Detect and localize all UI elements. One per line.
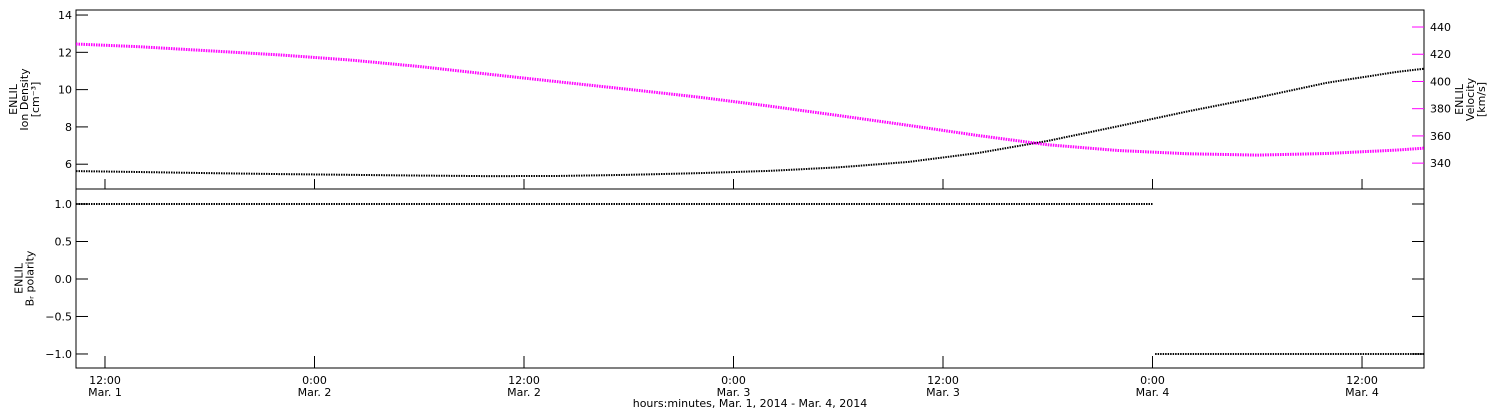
data-line: [75, 42, 1425, 157]
data-line: [75, 67, 1425, 178]
y-tick-label: 6: [65, 158, 72, 171]
x-tick-date: Mar. 1: [88, 386, 122, 399]
x-tick-label: 12:00: [1346, 374, 1378, 387]
y-tick-label: 10: [58, 84, 72, 97]
y-tick-label: −0.5: [45, 310, 72, 323]
y2-axis-title: Velocity: [1464, 77, 1477, 121]
x-tick-label: 0:00: [302, 374, 327, 387]
y2-tick-label: 420: [1430, 48, 1451, 61]
x-tick-label: 0:00: [721, 374, 746, 387]
y-tick-label: 1.0: [55, 198, 73, 211]
y2-axis-title: [km/s]: [1475, 82, 1488, 117]
x-tick-date: Mar. 3: [717, 386, 751, 399]
y-axis-title: ENLIL: [13, 262, 26, 294]
x-tick-label: 12:00: [89, 374, 121, 387]
x-tick-date: Mar. 2: [298, 386, 332, 399]
x-tick-date: Mar. 3: [926, 386, 960, 399]
y2-tick-label: 400: [1430, 75, 1451, 88]
x-tick-date: Mar. 2: [507, 386, 541, 399]
y2-tick-label: 360: [1430, 130, 1451, 143]
y-axis-title: ENLIL: [7, 83, 20, 115]
x-tick-date: Mar. 4: [1345, 386, 1379, 399]
y-axis-title: [cm⁻³]: [29, 82, 42, 118]
y2-tick-label: 380: [1430, 103, 1451, 116]
x-tick-label: 12:00: [508, 374, 540, 387]
y-axis-title: Ion Density: [18, 68, 31, 131]
data-line: [76, 203, 1424, 355]
y-tick-label: 0.0: [55, 273, 73, 286]
y-axis-title: Bᵣ polarity: [24, 250, 37, 306]
y2-axis-title: ENLIL: [1453, 83, 1466, 115]
y-tick-label: 8: [65, 121, 72, 134]
y-tick-label: 0.5: [55, 235, 73, 248]
y-tick-label: 12: [58, 46, 72, 59]
y-tick-label: −1.0: [45, 348, 72, 361]
x-tick-label: 0:00: [1140, 374, 1165, 387]
y2-tick-label: 440: [1430, 21, 1451, 34]
y-tick-label: 14: [58, 9, 72, 22]
x-tick-date: Mar. 4: [1136, 386, 1170, 399]
x-tick-label: 12:00: [927, 374, 959, 387]
y2-tick-label: 340: [1430, 157, 1451, 170]
x-axis-title: hours:minutes, Mar. 1, 2014 - Mar. 4, 20…: [633, 397, 868, 410]
